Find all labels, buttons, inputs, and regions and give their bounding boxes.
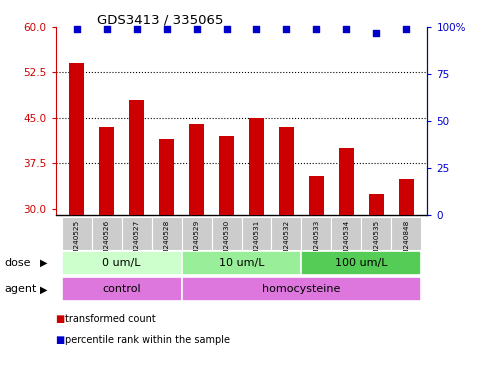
Text: GSM240530: GSM240530 xyxy=(224,220,229,264)
Text: transformed count: transformed count xyxy=(65,314,156,324)
Bar xyxy=(69,63,84,215)
Bar xyxy=(301,217,331,250)
Point xyxy=(133,26,141,32)
Text: control: control xyxy=(102,284,141,295)
Bar xyxy=(99,127,114,215)
Bar xyxy=(279,127,294,215)
Bar xyxy=(391,217,422,250)
Text: GSM240848: GSM240848 xyxy=(403,220,410,264)
Point xyxy=(103,26,111,32)
Bar xyxy=(182,277,422,301)
Bar xyxy=(61,251,182,275)
Bar xyxy=(242,217,271,250)
Text: 0 um/L: 0 um/L xyxy=(102,258,141,268)
Text: GSM240535: GSM240535 xyxy=(373,220,380,264)
Text: ■: ■ xyxy=(56,335,65,345)
Text: percentile rank within the sample: percentile rank within the sample xyxy=(65,335,230,345)
Bar xyxy=(159,139,174,215)
Text: GSM240528: GSM240528 xyxy=(164,220,170,264)
Bar xyxy=(331,217,361,250)
Text: agent: agent xyxy=(5,284,37,295)
Bar xyxy=(309,175,324,215)
Bar xyxy=(271,217,301,250)
Bar xyxy=(122,217,152,250)
Point xyxy=(163,26,170,32)
Point xyxy=(253,26,260,32)
Text: ▶: ▶ xyxy=(40,284,48,295)
Text: GSM240533: GSM240533 xyxy=(313,220,319,264)
Bar xyxy=(61,277,182,301)
Point xyxy=(372,30,380,36)
Point xyxy=(193,26,200,32)
Point xyxy=(72,26,80,32)
Text: ■: ■ xyxy=(56,314,65,324)
Point xyxy=(403,26,411,32)
Bar xyxy=(182,217,212,250)
Bar xyxy=(339,148,354,215)
Text: GSM240527: GSM240527 xyxy=(133,220,140,264)
Text: dose: dose xyxy=(5,258,31,268)
Text: GDS3413 / 335065: GDS3413 / 335065 xyxy=(97,13,223,26)
Bar xyxy=(182,251,301,275)
Text: 100 um/L: 100 um/L xyxy=(335,258,388,268)
Text: GSM240525: GSM240525 xyxy=(73,220,80,264)
Text: GSM240532: GSM240532 xyxy=(284,220,289,264)
Bar xyxy=(361,217,391,250)
Bar xyxy=(219,136,234,215)
Bar xyxy=(399,179,414,215)
Bar xyxy=(129,100,144,215)
Bar xyxy=(189,124,204,215)
Text: 10 um/L: 10 um/L xyxy=(219,258,264,268)
Bar xyxy=(152,217,182,250)
Text: ▶: ▶ xyxy=(40,258,48,268)
Point xyxy=(342,26,350,32)
Bar xyxy=(369,194,384,215)
Bar xyxy=(92,217,122,250)
Bar xyxy=(301,251,422,275)
Bar xyxy=(249,118,264,215)
Text: GSM240529: GSM240529 xyxy=(194,220,199,264)
Text: homocysteine: homocysteine xyxy=(262,284,341,295)
Bar xyxy=(61,217,92,250)
Bar xyxy=(212,217,242,250)
Text: GSM240531: GSM240531 xyxy=(254,220,259,264)
Point xyxy=(313,26,320,32)
Point xyxy=(283,26,290,32)
Text: GSM240534: GSM240534 xyxy=(343,220,350,264)
Text: GSM240526: GSM240526 xyxy=(103,220,110,264)
Point xyxy=(223,26,230,32)
